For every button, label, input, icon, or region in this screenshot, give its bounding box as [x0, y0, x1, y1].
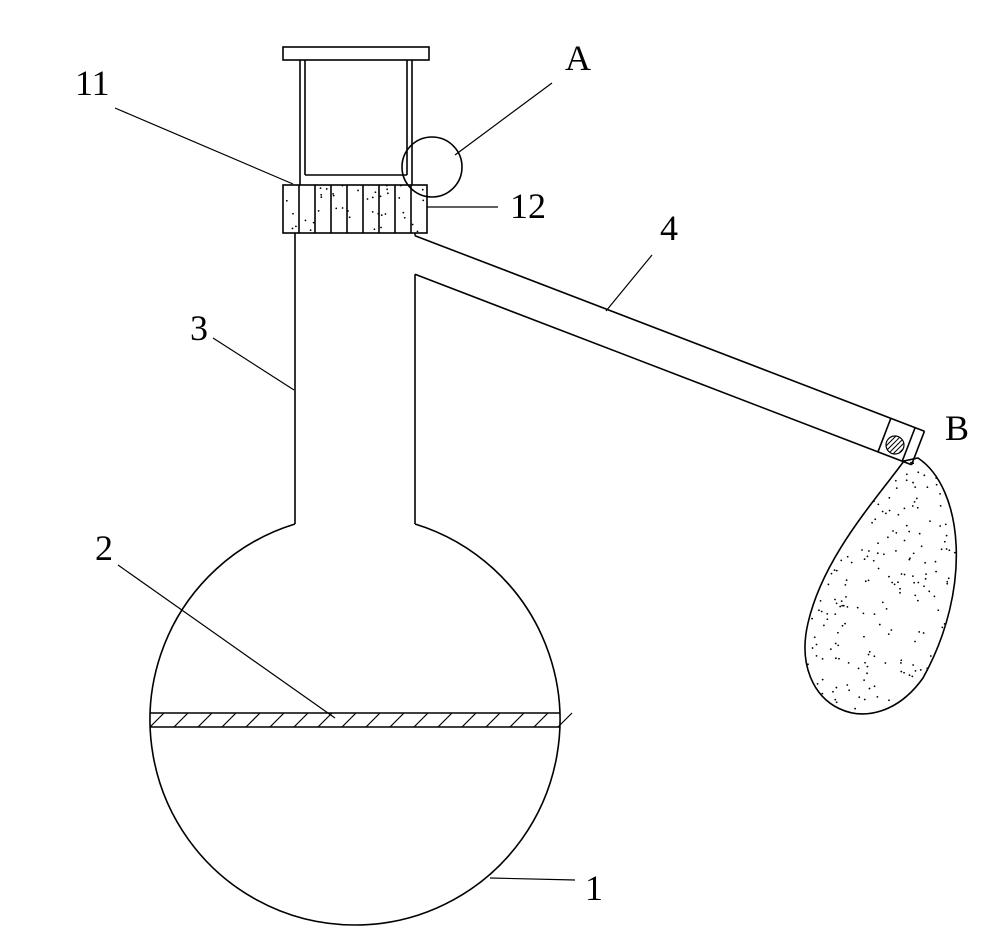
label-2: 2	[95, 528, 113, 568]
label-B: B	[945, 408, 969, 448]
flask-diagram: A 11 12 4 3 B 2 1	[0, 0, 1000, 951]
label-11: 11	[75, 63, 110, 103]
label-4: 4	[660, 208, 678, 248]
label-A: A	[565, 38, 591, 78]
label-12: 12	[510, 186, 546, 226]
label-1: 1	[585, 868, 603, 908]
label-3: 3	[190, 308, 208, 348]
